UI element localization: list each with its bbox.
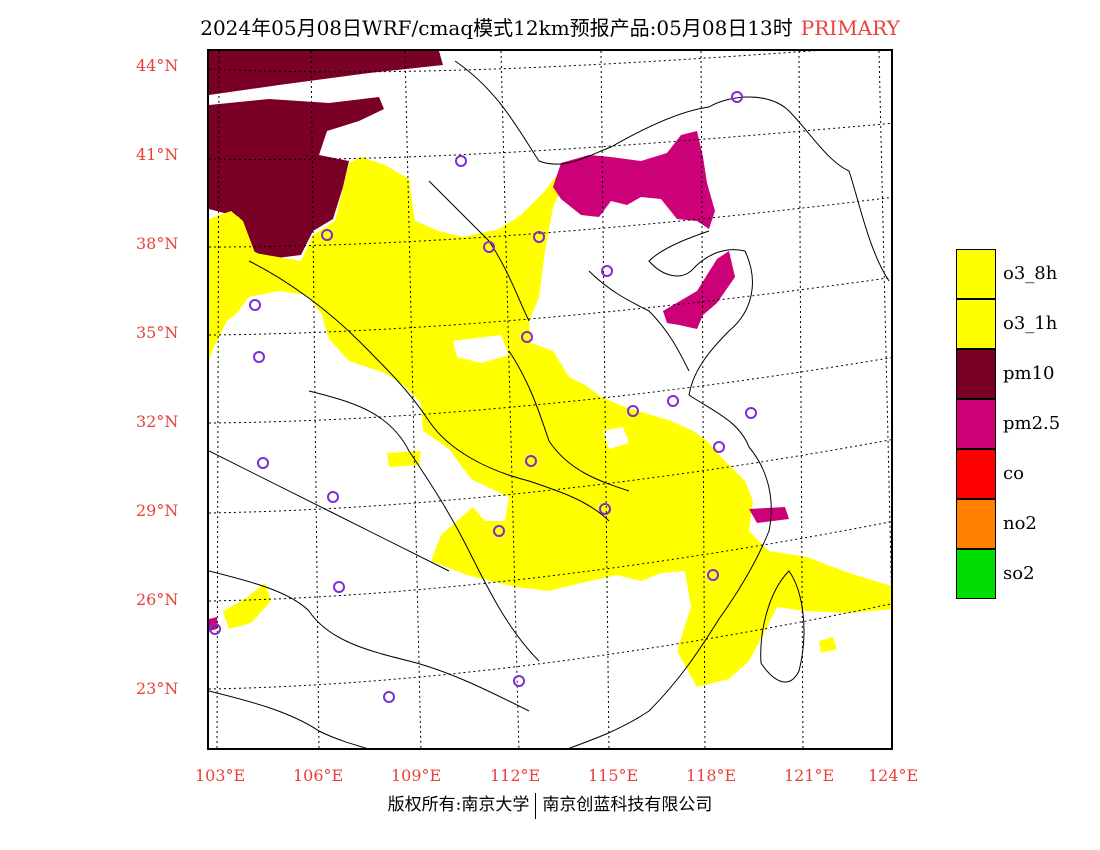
lat-label: 32°N — [136, 412, 179, 431]
o3-region-nw2 — [387, 451, 421, 467]
city-marker — [745, 407, 757, 419]
lat-label: 23°N — [136, 679, 179, 698]
city-marker — [533, 231, 545, 243]
o3-region-coast — [819, 637, 837, 653]
o3-region-main — [209, 157, 891, 687]
city-marker — [521, 331, 533, 343]
pm25-region-north — [553, 131, 715, 229]
graticule — [209, 51, 891, 748]
legend-swatch — [956, 249, 996, 299]
city-marker — [249, 299, 261, 311]
lon-label: 124°E — [868, 766, 919, 785]
lat-label: 26°N — [136, 590, 179, 609]
lat-label: 44°N — [136, 56, 179, 75]
title-text: 2024年05月08日WRF/cmaq模式12km预报产品:05月08日13时 — [200, 16, 793, 40]
lat-label: 41°N — [136, 145, 179, 164]
city-marker — [209, 623, 221, 635]
lon-label: 106°E — [293, 766, 344, 785]
lon-label: 109°E — [391, 766, 442, 785]
lat-label: 38°N — [136, 234, 179, 253]
o3-region-sw — [223, 583, 271, 629]
city-marker — [707, 569, 719, 581]
legend-label: so2 — [1003, 563, 1035, 584]
city-marker — [321, 229, 333, 241]
legend-label: pm2.5 — [1003, 413, 1061, 434]
legend-swatch — [956, 349, 996, 399]
copyright-footer: 版权所有:南京大学 南京创蓝科技有限公司 — [0, 790, 1100, 819]
city-marker — [667, 395, 679, 407]
city-marker — [599, 503, 611, 515]
legend-label: co — [1003, 463, 1024, 484]
city-marker — [493, 525, 505, 537]
primary-label: PRIMARY — [800, 16, 900, 40]
pm10-region-northwest — [209, 51, 443, 259]
lat-label: 35°N — [136, 323, 179, 342]
footer-separator — [535, 792, 537, 819]
pollutant-map — [207, 49, 893, 750]
legend-swatch — [956, 549, 996, 599]
city-marker — [513, 675, 525, 687]
city-marker — [327, 491, 339, 503]
boundaries — [209, 60, 890, 748]
map-canvas — [209, 51, 891, 748]
legend-swatch — [956, 499, 996, 549]
legend-label: o3_1h — [1003, 313, 1058, 334]
copyright-company: 南京创蓝科技有限公司 — [542, 795, 713, 815]
city-markers — [209, 91, 757, 703]
legend-swatch — [956, 399, 996, 449]
city-marker — [455, 155, 467, 167]
copyright-owner: 版权所有:南京大学 — [387, 795, 530, 815]
city-marker — [253, 351, 265, 363]
legend-label: o3_8h — [1003, 263, 1058, 284]
legend-swatch — [956, 299, 996, 349]
map-title: 2024年05月08日WRF/cmaq模式12km预报产品:05月08日13时 P… — [0, 12, 1100, 41]
city-marker — [257, 457, 269, 469]
clear-area-1 — [453, 335, 509, 363]
city-marker — [627, 405, 639, 417]
city-marker — [383, 691, 395, 703]
legend-swatch — [956, 449, 996, 499]
city-marker — [483, 241, 495, 253]
lat-label: 29°N — [136, 501, 179, 520]
pm25-region-shandong — [663, 251, 735, 329]
lon-label: 118°E — [686, 766, 737, 785]
lon-label: 115°E — [588, 766, 639, 785]
city-marker — [731, 91, 743, 103]
city-marker — [713, 441, 725, 453]
pm25-region-coast — [749, 507, 789, 523]
city-marker — [525, 455, 537, 467]
legend-label: pm10 — [1003, 363, 1055, 384]
lon-label: 103°E — [195, 766, 246, 785]
city-marker — [333, 581, 345, 593]
city-marker — [601, 265, 613, 277]
legend-label: no2 — [1003, 513, 1037, 534]
lon-label: 112°E — [490, 766, 541, 785]
clear-area-2 — [603, 427, 629, 449]
lon-label: 121°E — [784, 766, 835, 785]
